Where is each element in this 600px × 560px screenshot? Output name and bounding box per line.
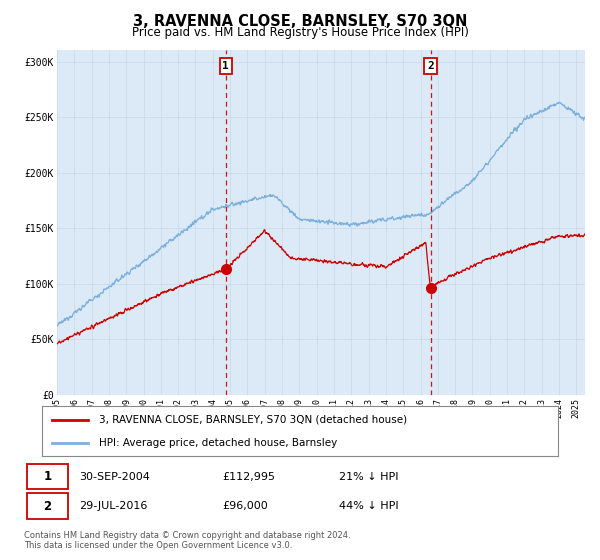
Text: 3, RAVENNA CLOSE, BARNSLEY, S70 3QN: 3, RAVENNA CLOSE, BARNSLEY, S70 3QN (133, 14, 467, 29)
Text: 2: 2 (43, 500, 52, 513)
Text: Contains HM Land Registry data © Crown copyright and database right 2024.
This d: Contains HM Land Registry data © Crown c… (24, 531, 350, 550)
Text: 2: 2 (427, 60, 434, 71)
Text: 3, RAVENNA CLOSE, BARNSLEY, S70 3QN (detached house): 3, RAVENNA CLOSE, BARNSLEY, S70 3QN (det… (99, 414, 407, 424)
Text: HPI: Average price, detached house, Barnsley: HPI: Average price, detached house, Barn… (99, 438, 337, 448)
FancyBboxPatch shape (27, 493, 68, 519)
Text: Price paid vs. HM Land Registry's House Price Index (HPI): Price paid vs. HM Land Registry's House … (131, 26, 469, 39)
Text: 29-JUL-2016: 29-JUL-2016 (79, 501, 148, 511)
Text: 30-SEP-2004: 30-SEP-2004 (79, 472, 150, 482)
Text: 1: 1 (223, 60, 229, 71)
Text: £112,995: £112,995 (223, 472, 276, 482)
Text: 44% ↓ HPI: 44% ↓ HPI (338, 501, 398, 511)
Text: 1: 1 (43, 470, 52, 483)
Text: £96,000: £96,000 (223, 501, 268, 511)
FancyBboxPatch shape (27, 464, 68, 489)
Text: 21% ↓ HPI: 21% ↓ HPI (338, 472, 398, 482)
